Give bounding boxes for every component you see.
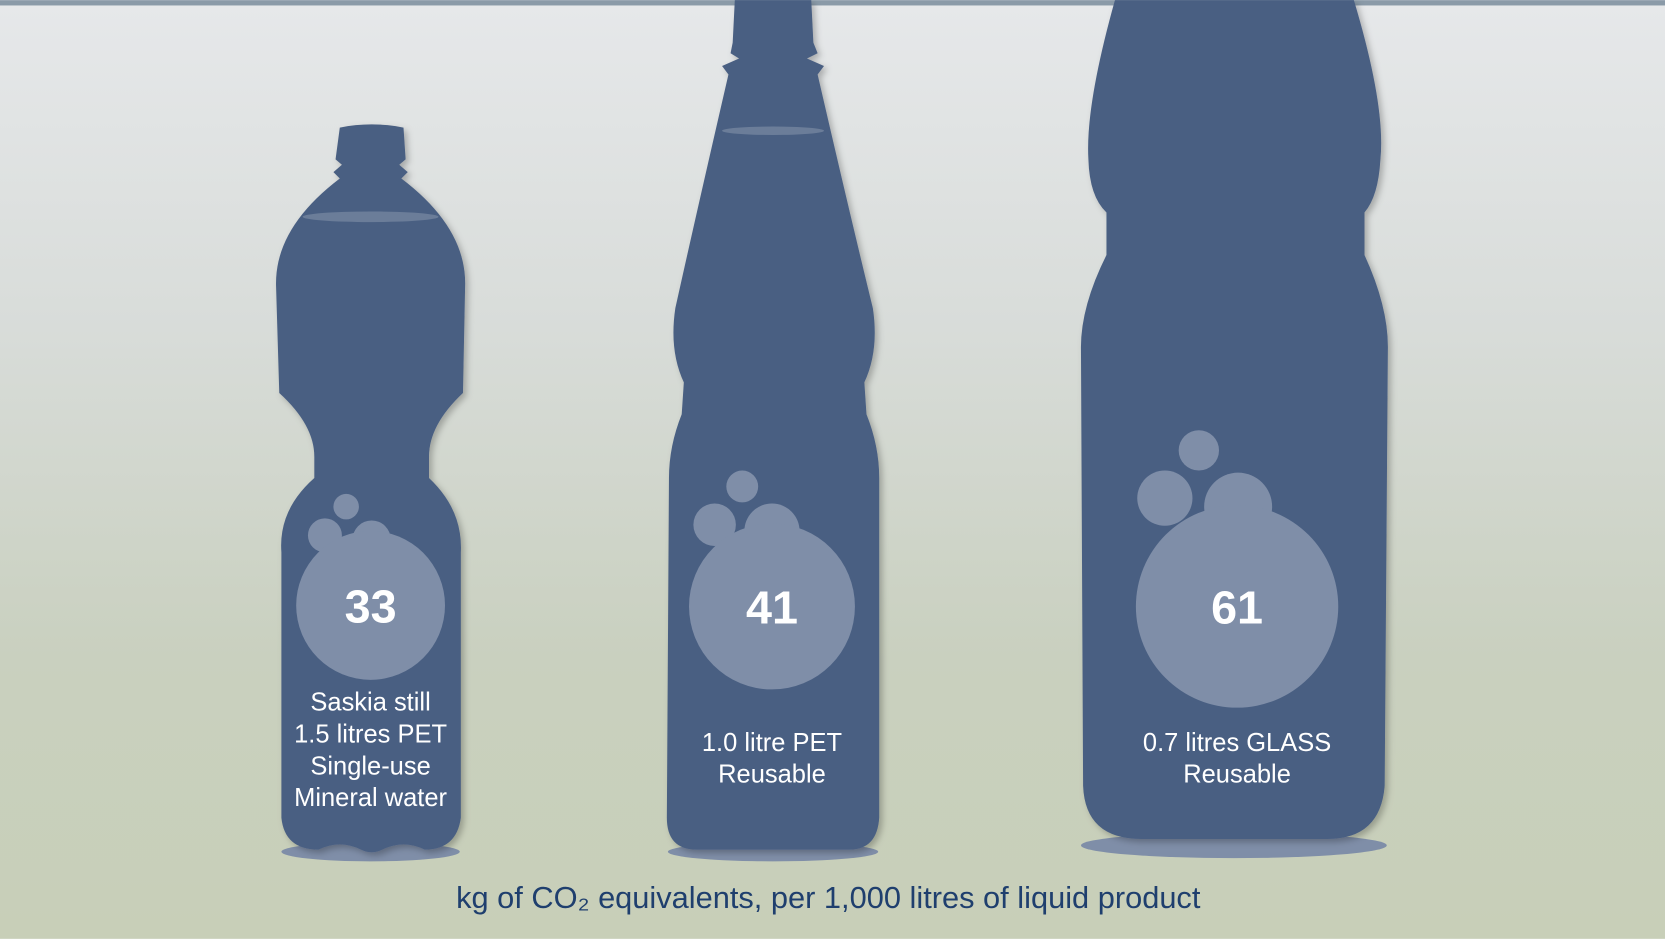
label-line: 1.0 litre PET bbox=[702, 729, 842, 757]
label-line: Mineral water bbox=[294, 784, 447, 812]
bottle-fill-line bbox=[302, 211, 439, 223]
label-line: Reusable bbox=[1183, 761, 1291, 789]
label-line: 0.7 litres GLASS bbox=[1143, 729, 1331, 757]
bottle-fill-line bbox=[722, 126, 825, 136]
label-line: Reusable bbox=[718, 761, 826, 789]
top-edge bbox=[0, 0, 1665, 6]
axis-label: kg of CO₂ equivalents, per 1,000 litres … bbox=[456, 880, 1201, 915]
value-label: 33 bbox=[345, 580, 397, 632]
bottle bbox=[276, 124, 466, 853]
label-line: Single-use bbox=[310, 752, 430, 780]
value-bubble bbox=[689, 523, 855, 690]
label-line: Saskia still bbox=[310, 689, 430, 717]
value-label: 41 bbox=[746, 581, 798, 633]
category-label: 1.0 litre PET Reusable bbox=[702, 729, 842, 789]
category-label: Saskia still 1.5 litres PET Single-use Mine… bbox=[294, 689, 447, 813]
value-label: 61 bbox=[1211, 581, 1263, 633]
bottle bbox=[1080, 0, 1388, 840]
label-line: 1.5 litres PET bbox=[294, 720, 447, 748]
value-bubble bbox=[1135, 505, 1339, 708]
value-bubble bbox=[296, 530, 446, 680]
category-label: 0.7 litres GLASS Reusable bbox=[1143, 729, 1331, 789]
